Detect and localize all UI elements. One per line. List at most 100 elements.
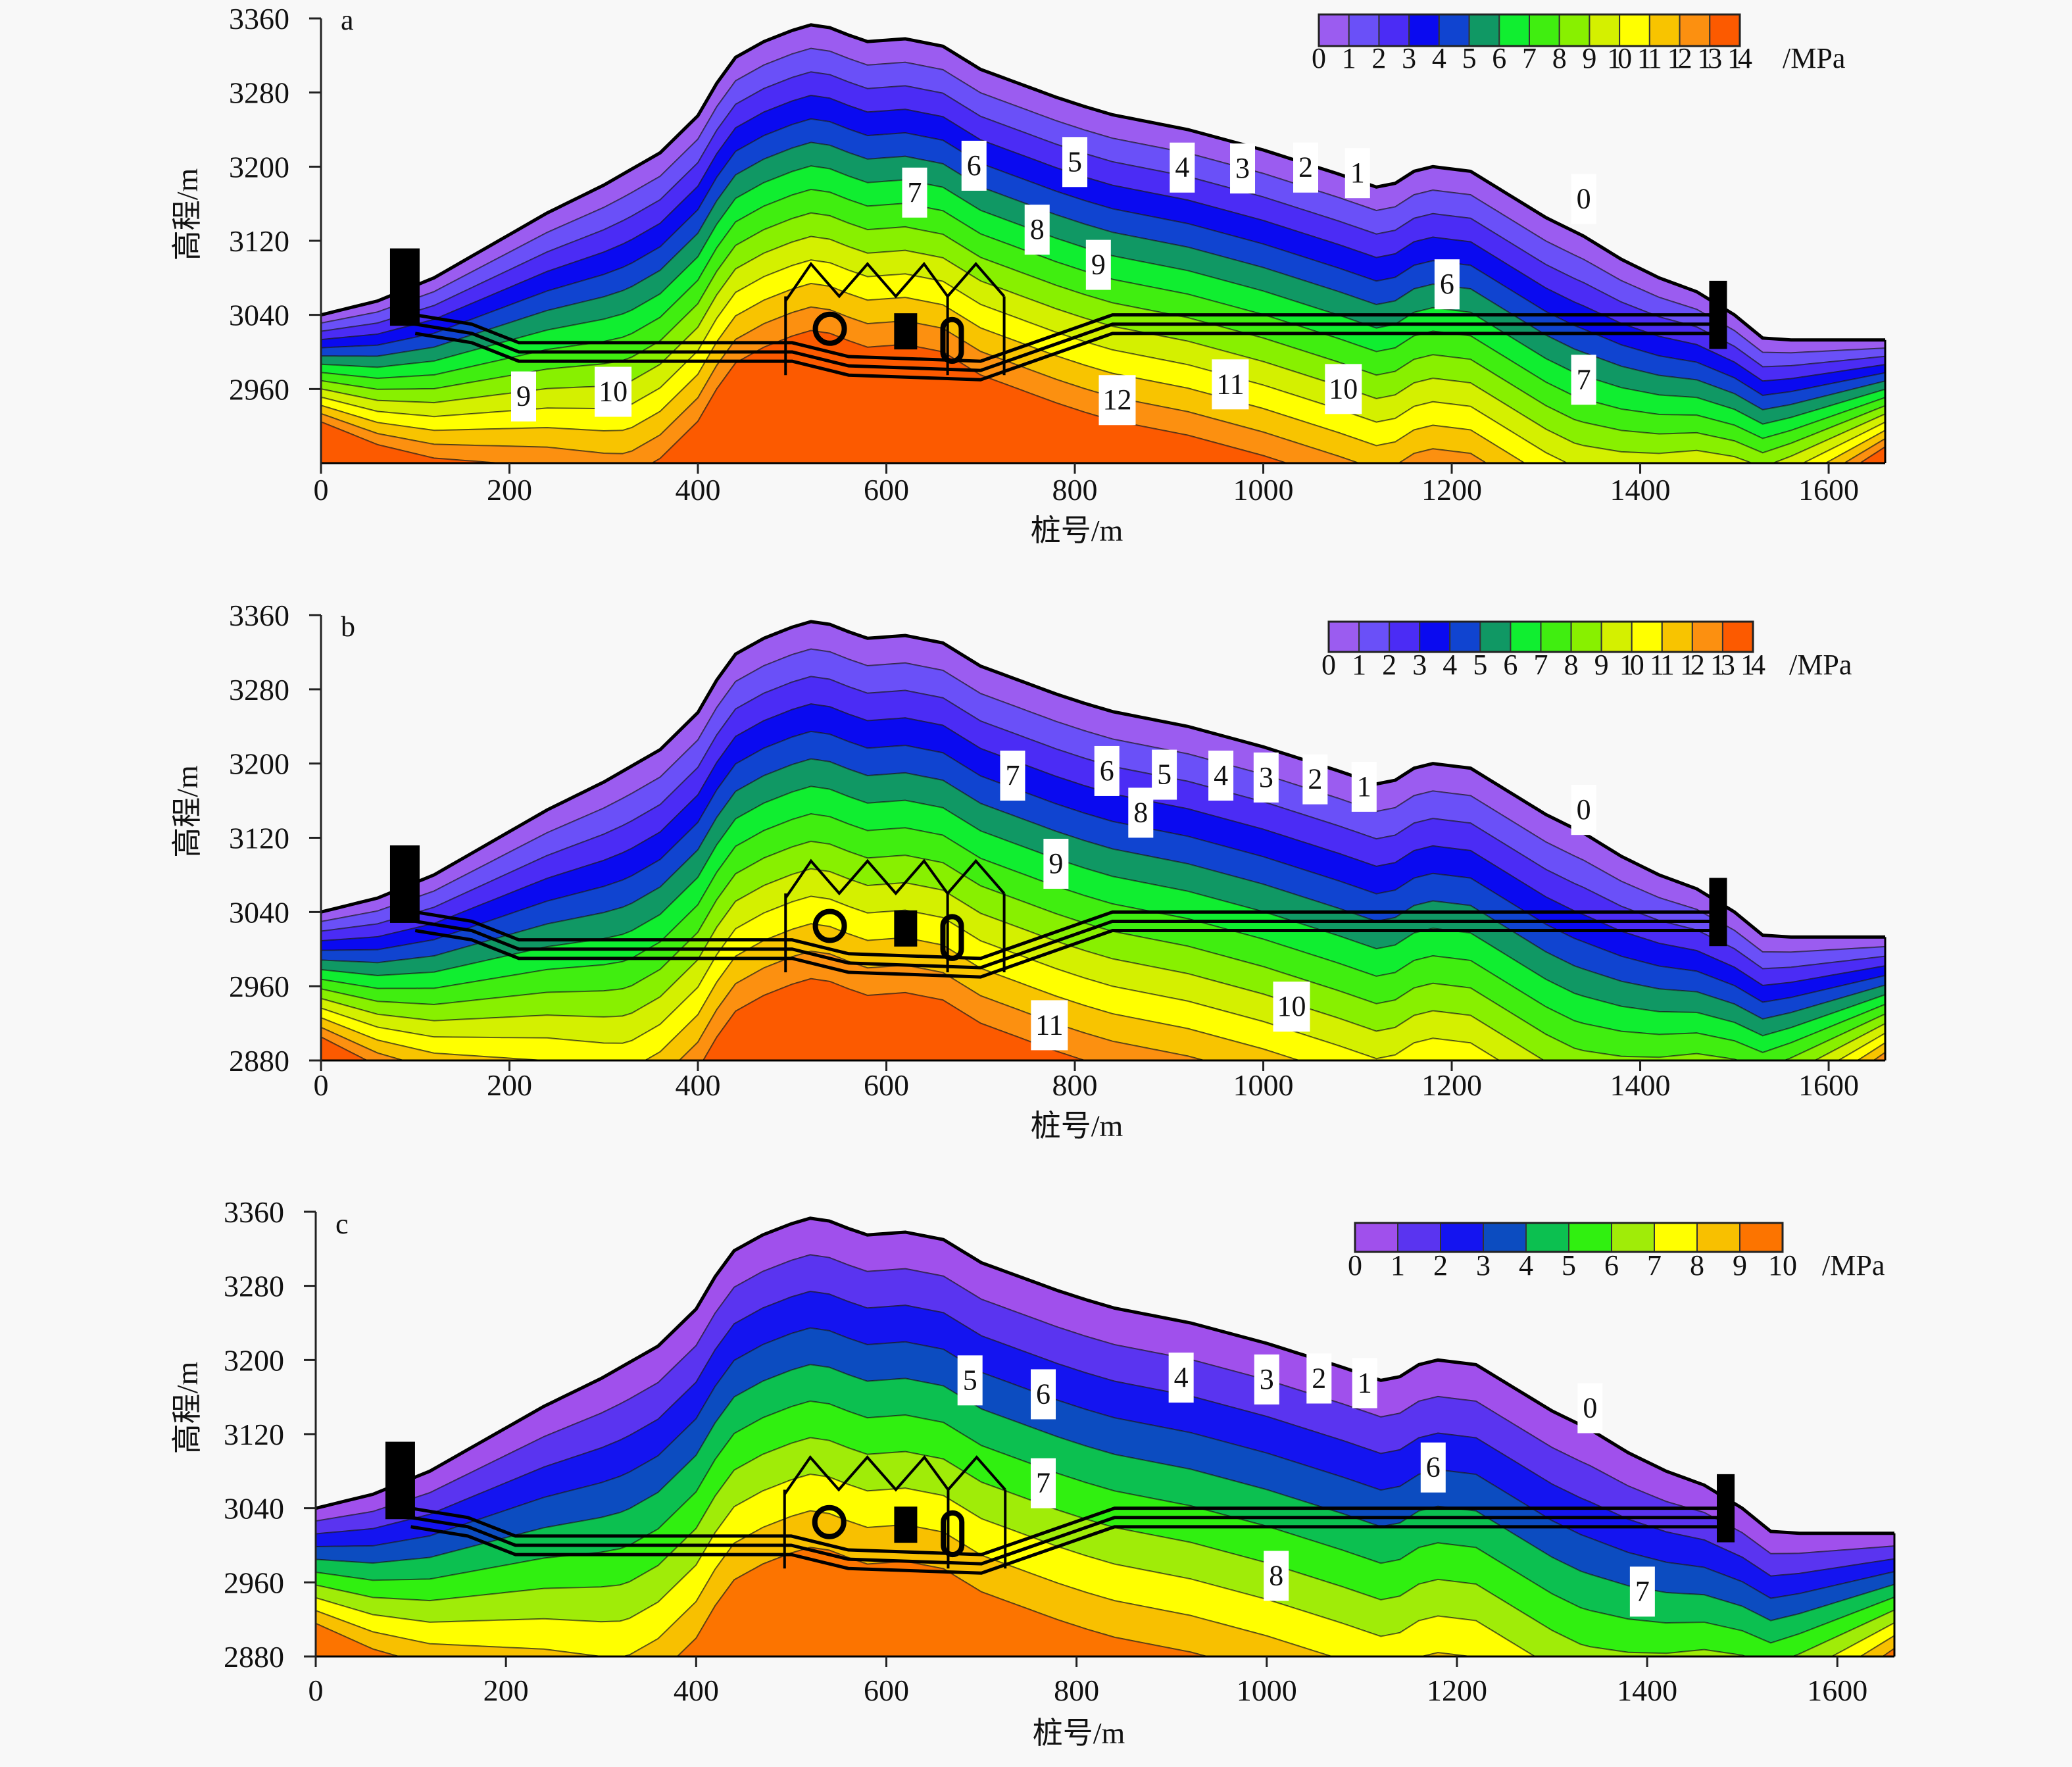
transformer-block bbox=[894, 1506, 918, 1543]
colorbar-tick-label: 8 bbox=[1552, 42, 1567, 74]
x-tick-label: 200 bbox=[487, 473, 532, 507]
surge-shaft bbox=[1717, 1474, 1735, 1543]
colorbar-tick-label: 0 bbox=[1348, 1249, 1362, 1282]
x-tick-label: 1600 bbox=[1798, 473, 1859, 507]
contour-label-box bbox=[1253, 752, 1279, 803]
contour-label: 0 bbox=[1583, 1392, 1597, 1424]
colorbar-tick-label: 3 bbox=[1476, 1249, 1491, 1282]
surge-shaft bbox=[1709, 280, 1727, 349]
contour-label-box bbox=[1434, 259, 1460, 310]
colorbar-swatch bbox=[1440, 1222, 1484, 1253]
contour-label-box bbox=[1128, 787, 1154, 838]
contour-label: 12 bbox=[1102, 384, 1131, 416]
panel-label: a bbox=[341, 4, 354, 36]
colorbar-tick-label: 13 bbox=[1697, 42, 1722, 74]
colorbar-tick-label: 11 bbox=[1637, 42, 1662, 74]
contour-label: 3 bbox=[1259, 761, 1273, 793]
axes bbox=[309, 17, 1830, 474]
contour-label: 11 bbox=[1216, 368, 1244, 400]
x-tick-label: 0 bbox=[314, 473, 329, 507]
contour-label: 7 bbox=[1036, 1467, 1050, 1499]
contour-label: 1 bbox=[1357, 770, 1371, 803]
colorbar-swatch bbox=[1498, 14, 1530, 47]
axes bbox=[304, 1210, 1838, 1667]
intake-tower bbox=[389, 845, 420, 923]
contour-label-box bbox=[957, 1355, 983, 1406]
contour-label: 3 bbox=[1260, 1363, 1274, 1395]
x-tick-label: 1400 bbox=[1617, 1674, 1677, 1707]
colorbar-tick-label: 10 bbox=[1619, 649, 1644, 681]
colorbar-swatch bbox=[1479, 621, 1512, 653]
panel-label: b bbox=[341, 610, 355, 643]
y-tick-label: 3360 bbox=[229, 2, 289, 36]
contour-label-box bbox=[1043, 838, 1069, 889]
colorbar-tick-label: 8 bbox=[1564, 649, 1579, 681]
colorbar-tick-label: 8 bbox=[1690, 1249, 1704, 1282]
contour-label-box bbox=[1031, 1000, 1068, 1051]
panel-a: 0 1 2 3 4 5 6 7 8 9 6 7 9 10 12 11 10 2960 3040 3120 3200 328… bbox=[0, 0, 2072, 592]
colorbar-tick-label: 10 bbox=[1768, 1249, 1797, 1282]
contour-label: 6 bbox=[1426, 1451, 1441, 1483]
colorbar-tick-label: 2 bbox=[1371, 42, 1386, 74]
colorbar-frame bbox=[1354, 1222, 1784, 1253]
colorbar-swatch bbox=[1318, 14, 1350, 47]
colorbar-tick-label: 7 bbox=[1534, 649, 1548, 681]
contour-label-box bbox=[1293, 142, 1318, 193]
colorbar-tick-label: 1 bbox=[1352, 649, 1366, 681]
contour-label: 0 bbox=[1577, 793, 1591, 826]
contour-label: 8 bbox=[1269, 1559, 1283, 1591]
axes bbox=[309, 614, 1830, 1071]
contour-label-box bbox=[1152, 749, 1177, 800]
contour-label: 7 bbox=[1005, 759, 1020, 791]
colorbar-tick-label: 5 bbox=[1473, 649, 1487, 681]
contour-label: 2 bbox=[1312, 1362, 1326, 1395]
contour-label: 3 bbox=[1235, 152, 1250, 184]
colorbar-swatch bbox=[1348, 14, 1380, 47]
colorbar-swatch bbox=[1389, 621, 1421, 653]
colorbar-tick-label: 12 bbox=[1680, 649, 1705, 681]
y-tick-label: 2880 bbox=[224, 1640, 284, 1674]
tunnel-line-1 bbox=[414, 322, 1716, 372]
y-tick-label: 2960 bbox=[229, 372, 289, 406]
y-tick-label: 2960 bbox=[229, 970, 289, 1003]
x-tick-label: 1200 bbox=[1427, 1674, 1487, 1707]
contour-label-box bbox=[1306, 1353, 1332, 1404]
colorbar-swatch bbox=[1611, 1222, 1655, 1253]
colorbar-swatch bbox=[1510, 621, 1542, 653]
terrain-surface-line bbox=[320, 23, 1885, 342]
x-tick-label: 800 bbox=[1052, 1068, 1098, 1102]
colorbar-swatch bbox=[1648, 14, 1681, 47]
x-tick-label: 1600 bbox=[1798, 1068, 1859, 1102]
contour-label-box bbox=[510, 371, 536, 422]
contour-label: 9 bbox=[1091, 249, 1106, 281]
colorbar-swatch bbox=[1739, 1222, 1783, 1253]
contour-fill-group bbox=[321, 621, 1885, 1060]
colorbar-swatch bbox=[1358, 621, 1391, 653]
colorbar-frame bbox=[1327, 620, 1754, 653]
y-tick-label: 3120 bbox=[224, 1418, 284, 1451]
contour-label: 2 bbox=[1298, 151, 1313, 184]
intake-tower bbox=[389, 248, 420, 326]
colorbar-swatch bbox=[1679, 14, 1711, 47]
shaft-icon bbox=[940, 914, 964, 961]
colorbar-tick-label: 2 bbox=[1382, 649, 1396, 681]
colorbar-tick-label: 14 bbox=[1727, 42, 1752, 74]
contour-label-box bbox=[1264, 1551, 1289, 1601]
colorbar-swatch bbox=[1558, 14, 1591, 47]
shaft-icon bbox=[940, 316, 964, 364]
contour-label-box bbox=[1212, 359, 1249, 410]
contour-label: 7 bbox=[907, 176, 922, 209]
y-axis-label: 高程/m bbox=[170, 765, 204, 858]
contour-label-box bbox=[1351, 761, 1377, 812]
contour-label-box bbox=[1230, 143, 1256, 194]
colorbar-tick-label: 9 bbox=[1582, 42, 1596, 74]
contour-label-box bbox=[1571, 355, 1596, 405]
y-tick-label: 3200 bbox=[224, 1343, 284, 1377]
x-tick-label: 200 bbox=[483, 1674, 529, 1707]
colorbar-tick-label: 1 bbox=[1342, 42, 1356, 74]
x-axis-label: 桩号/m bbox=[1033, 1716, 1125, 1750]
tunnel-line-2 bbox=[414, 929, 1716, 979]
y-tick-label: 3040 bbox=[229, 299, 289, 332]
powerhouse-roof bbox=[783, 1455, 1006, 1495]
contour-label: 9 bbox=[516, 380, 531, 412]
